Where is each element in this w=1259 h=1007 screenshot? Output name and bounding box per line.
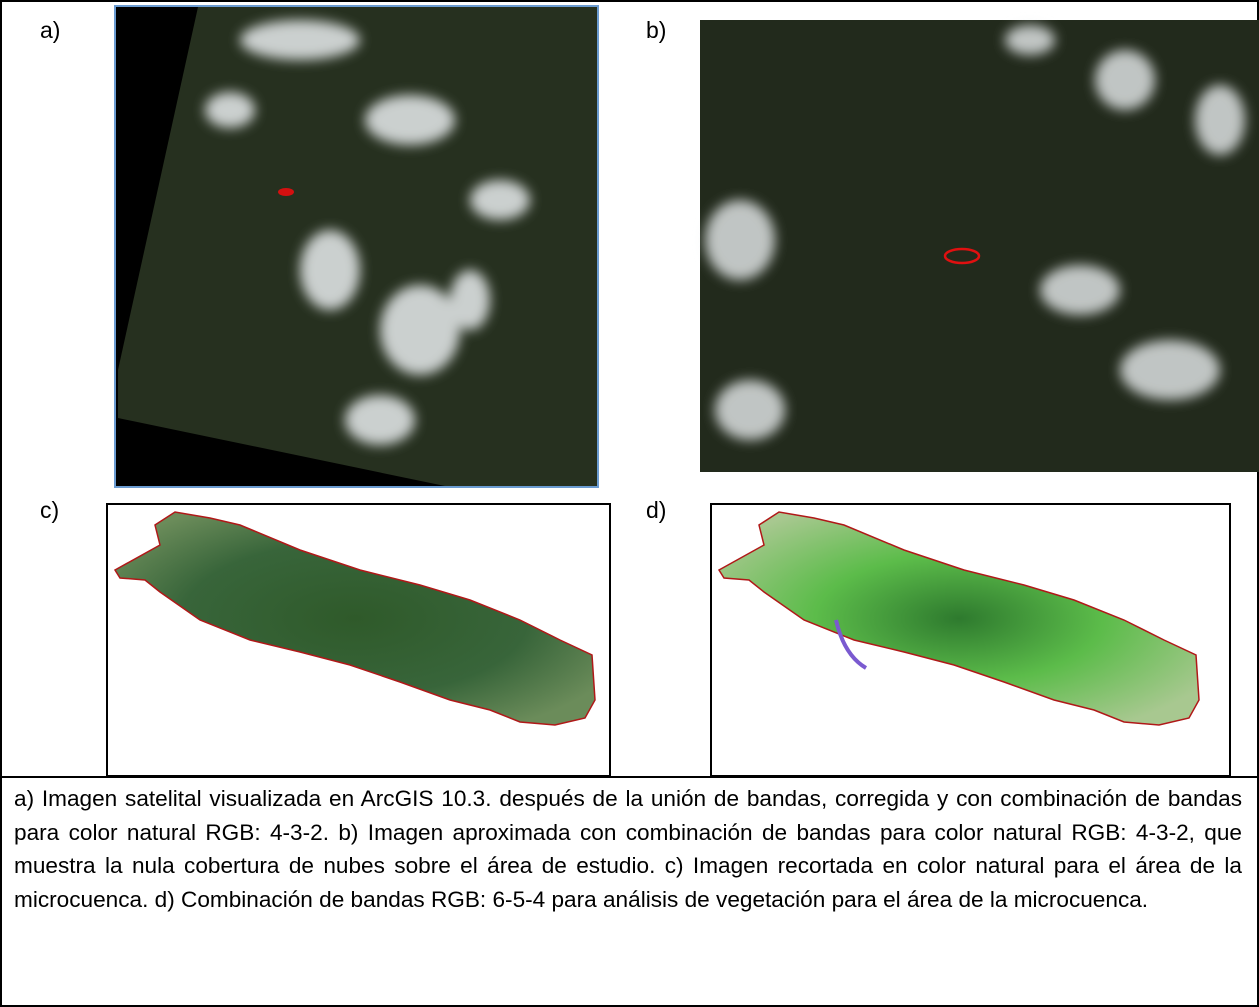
panel-label: b) [646,17,666,43]
panel-a-image [115,6,598,487]
panel-d-image [711,504,1230,776]
panel-label: a) [40,17,60,43]
panel-label: c) [40,497,59,523]
panel-c-image [107,504,610,776]
caption: a) Imagen satelital visualizada en ArcGI… [14,782,1242,916]
panel-b-image [700,20,1259,472]
panel-label: d) [646,497,666,523]
figure: a) b) c) d) a) Imagen satelital visualiz… [0,0,1259,1007]
